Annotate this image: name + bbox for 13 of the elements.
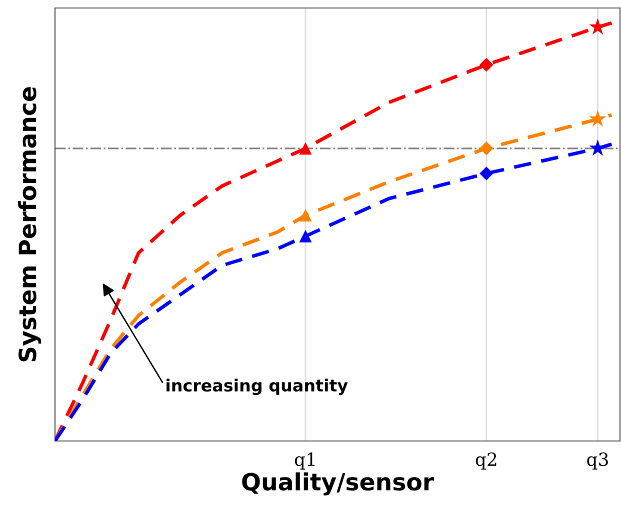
point (299, 209, 312, 222)
point (480, 142, 494, 156)
x-axis-title: Quality/sensor (242, 472, 434, 496)
point (589, 110, 606, 126)
point (480, 58, 494, 72)
point (299, 230, 312, 242)
x-tick-label: q2 (476, 452, 496, 470)
point (480, 166, 494, 180)
point (299, 142, 312, 155)
y-axis-title: System Performance (18, 87, 42, 362)
x-tick-label: q1 (294, 452, 314, 470)
x-tick-label: q3 (587, 452, 608, 470)
annotation: increasing quantity (166, 378, 348, 396)
